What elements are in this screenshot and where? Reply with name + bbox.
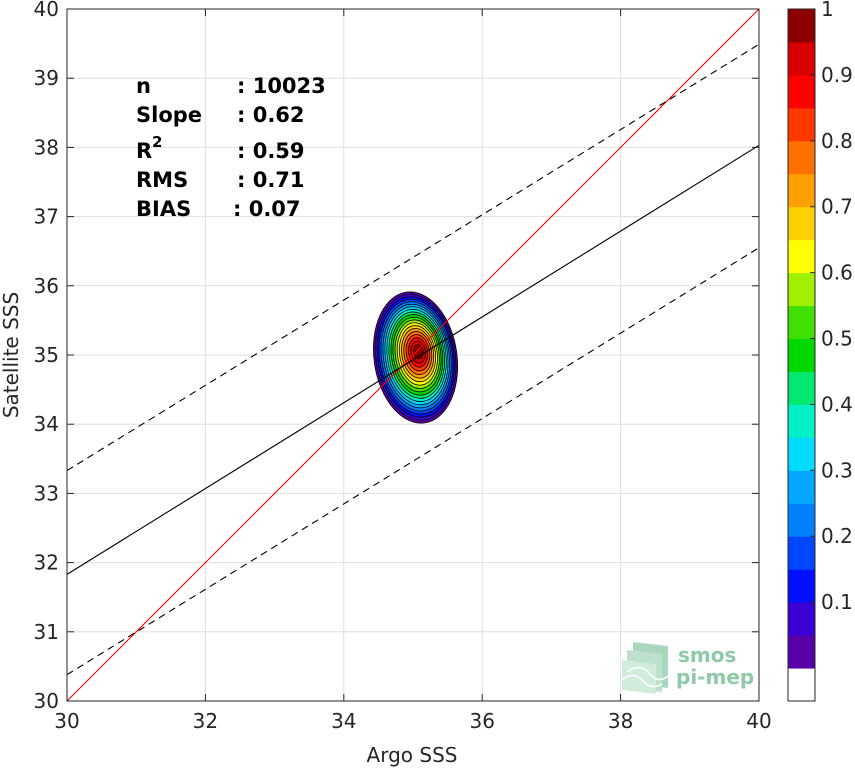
y-tick-label: 32: [34, 551, 59, 575]
logo-text-pimep: pi-mep: [676, 665, 754, 689]
colorbar-ticks: 0.1 0.2 0.3 0.4 0.5 0.6 0.7 0.8 0.9 1: [810, 0, 853, 614]
colorbar-swatch: [788, 338, 815, 372]
colorbar-swatch: [788, 470, 815, 504]
stat-bias-value: : 0.07: [233, 197, 301, 221]
colorbar-tick-label: 0.5: [821, 327, 853, 351]
x-tick-label: 40: [746, 709, 771, 733]
y-tick-label: 31: [34, 620, 59, 644]
x-axis-label: Argo SSS: [367, 743, 458, 767]
colorbar-tick-label: 0.4: [821, 392, 853, 416]
colorbar-swatch: [788, 602, 815, 636]
stat-r2-superscript: 2: [152, 133, 162, 151]
stat-rms-value: : 0.71: [237, 168, 305, 192]
colorbar-swatch: [788, 635, 815, 669]
y-tick-label: 30: [34, 689, 59, 713]
x-tick-label: 34: [331, 709, 356, 733]
logo-text-smos: smos: [678, 643, 736, 667]
colorbar-tick-label: 0.3: [821, 458, 853, 482]
x-tick-label: 36: [469, 709, 494, 733]
density-contours: [373, 291, 459, 424]
colorbar-swatch: [788, 305, 815, 340]
colorbar-tick-label: 0.9: [821, 63, 853, 87]
colorbar-tick-label: 1: [821, 0, 834, 21]
y-tick-label: 40: [34, 0, 59, 21]
colorbar-swatch: [788, 404, 815, 438]
colorbar-swatch: [788, 272, 815, 307]
colorbar-tick-label: 0.1: [821, 590, 853, 614]
stat-slope-label: Slope: [136, 103, 202, 127]
identity-line: [66, 8, 760, 702]
colorbar-swatch: [788, 437, 815, 471]
stat-n-value: : 10023: [237, 74, 326, 98]
colorbar-tick-label: 0.6: [821, 261, 853, 285]
logo-graphic-icon: [621, 642, 669, 694]
colorbar-swatch: [788, 9, 815, 43]
colorbar-swatch: [788, 107, 815, 142]
colorbar-tick-label: 0.7: [821, 195, 853, 219]
y-tick-label: 34: [34, 412, 59, 436]
statistics-box: n : 10023 Slope : 0.62 R 2 : 0.59 RMS : …: [136, 74, 326, 221]
colorbar-swatch: [788, 371, 815, 405]
x-tick-label: 30: [54, 709, 79, 733]
x-axis-ticks: 30 32 34 36 38 40: [54, 9, 772, 733]
y-tick-label: 35: [34, 343, 59, 367]
stat-slope-value: : 0.62: [237, 103, 305, 127]
colorbar-frame: [787, 8, 816, 702]
stat-bias-label: BIAS: [136, 197, 191, 221]
colorbar-swatch: [788, 503, 815, 537]
colorbar: [788, 9, 815, 702]
confidence-line-2: [66, 43, 760, 472]
colorbar-swatch: [788, 74, 815, 109]
y-tick-label: 37: [34, 205, 59, 229]
stat-rms-label: RMS: [136, 168, 188, 192]
x-tick-label: 32: [193, 709, 218, 733]
y-tick-label: 36: [34, 274, 59, 298]
colorbar-swatch: [788, 536, 815, 570]
regression-lines: [66, 8, 760, 702]
colorbar-tick-label: 0.2: [821, 524, 853, 548]
y-axis-ticks: 30 31 32 33 34 35 36 37 38 39 40: [34, 0, 759, 713]
colorbar-tick-label: 0.8: [821, 129, 853, 153]
colorbar-swatch: [788, 239, 815, 274]
y-tick-label: 38: [34, 135, 59, 159]
colorbar-swatch: [788, 173, 815, 208]
x-tick-label: 38: [608, 709, 633, 733]
colorbar-swatch: [788, 569, 815, 603]
colorbar-swatch: [788, 140, 815, 175]
colorbar-swatch: [788, 41, 815, 76]
colorbar-swatch: [788, 668, 815, 702]
stat-n-label: n: [136, 74, 151, 98]
y-tick-label: 33: [34, 481, 59, 505]
colorbar-swatch: [788, 206, 815, 241]
stat-r2-value: : 0.59: [237, 139, 305, 163]
smos-pimep-logo: smos pi-mep: [621, 642, 754, 694]
stat-r2-label: R: [136, 139, 152, 163]
confidence-line-3: [66, 247, 760, 676]
regression-line: [66, 144, 760, 575]
y-axis-label: Satellite SSS: [0, 292, 23, 418]
y-tick-label: 39: [34, 66, 59, 90]
